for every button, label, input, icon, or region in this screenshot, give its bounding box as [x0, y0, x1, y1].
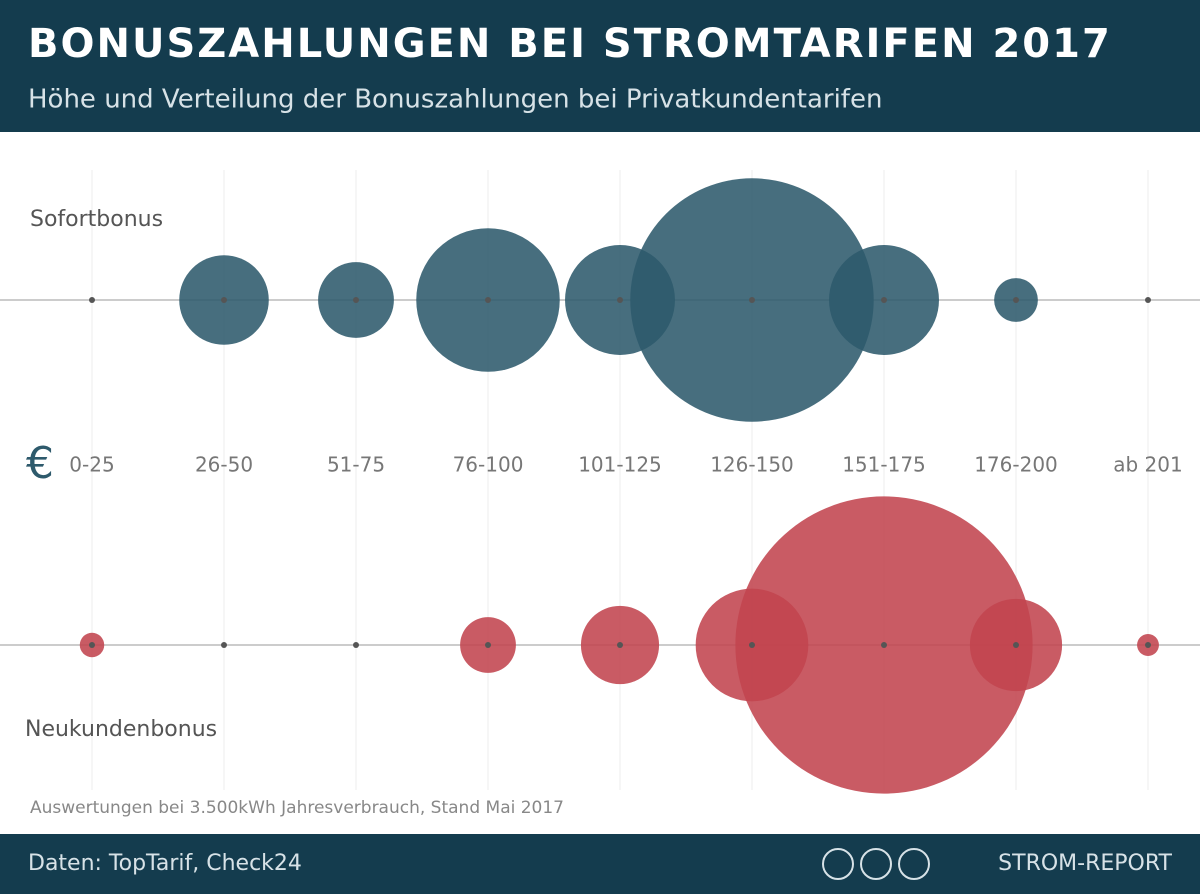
axis-dot: [617, 297, 623, 303]
axis-dot: [353, 642, 359, 648]
axis-dot: [881, 297, 887, 303]
category-label: 0-25: [69, 453, 114, 477]
axis-dot: [617, 642, 623, 648]
category-label: 51-75: [327, 453, 385, 477]
category-label: 26-50: [195, 453, 253, 477]
row-label: Sofortbonus: [30, 207, 163, 232]
category-label: ab 201: [1113, 453, 1182, 477]
axis-dot: [749, 297, 755, 303]
license-icons: [822, 848, 930, 880]
brand: STROM-REPORT: [998, 851, 1172, 876]
axis-dot: [749, 642, 755, 648]
axis-dot: [485, 297, 491, 303]
category-label: 101-125: [578, 453, 662, 477]
category-label: 151-175: [842, 453, 926, 477]
axis-dot: [221, 642, 227, 648]
axis-dot: [221, 297, 227, 303]
axis-dot: [89, 642, 95, 648]
currency-label: €: [26, 438, 54, 489]
axis-dot: [89, 297, 95, 303]
row-label: Neukundenbonus: [25, 717, 217, 742]
axis-dot: [1013, 297, 1019, 303]
chart-subtitle: Höhe und Verteilung der Bonuszahlungen b…: [28, 85, 882, 115]
axis-dot: [1013, 642, 1019, 648]
axis-dot: [1145, 297, 1151, 303]
footer-band: [0, 834, 1200, 894]
chart-title: BONUSZAHLUNGEN BEI STROMTARIFEN 2017: [28, 21, 1112, 67]
category-label: 176-200: [974, 453, 1058, 477]
header-band: [0, 0, 1200, 132]
axis-dot: [1145, 642, 1151, 648]
axis-dot: [881, 642, 887, 648]
axis-dot: [353, 297, 359, 303]
footnote: Auswertungen bei 3.500kWh Jahresverbrauc…: [30, 798, 564, 818]
axis-dot: [485, 642, 491, 648]
category-label: 126-150: [710, 453, 794, 477]
category-label: 76-100: [453, 453, 524, 477]
source: Daten: TopTarif, Check24: [28, 851, 302, 876]
